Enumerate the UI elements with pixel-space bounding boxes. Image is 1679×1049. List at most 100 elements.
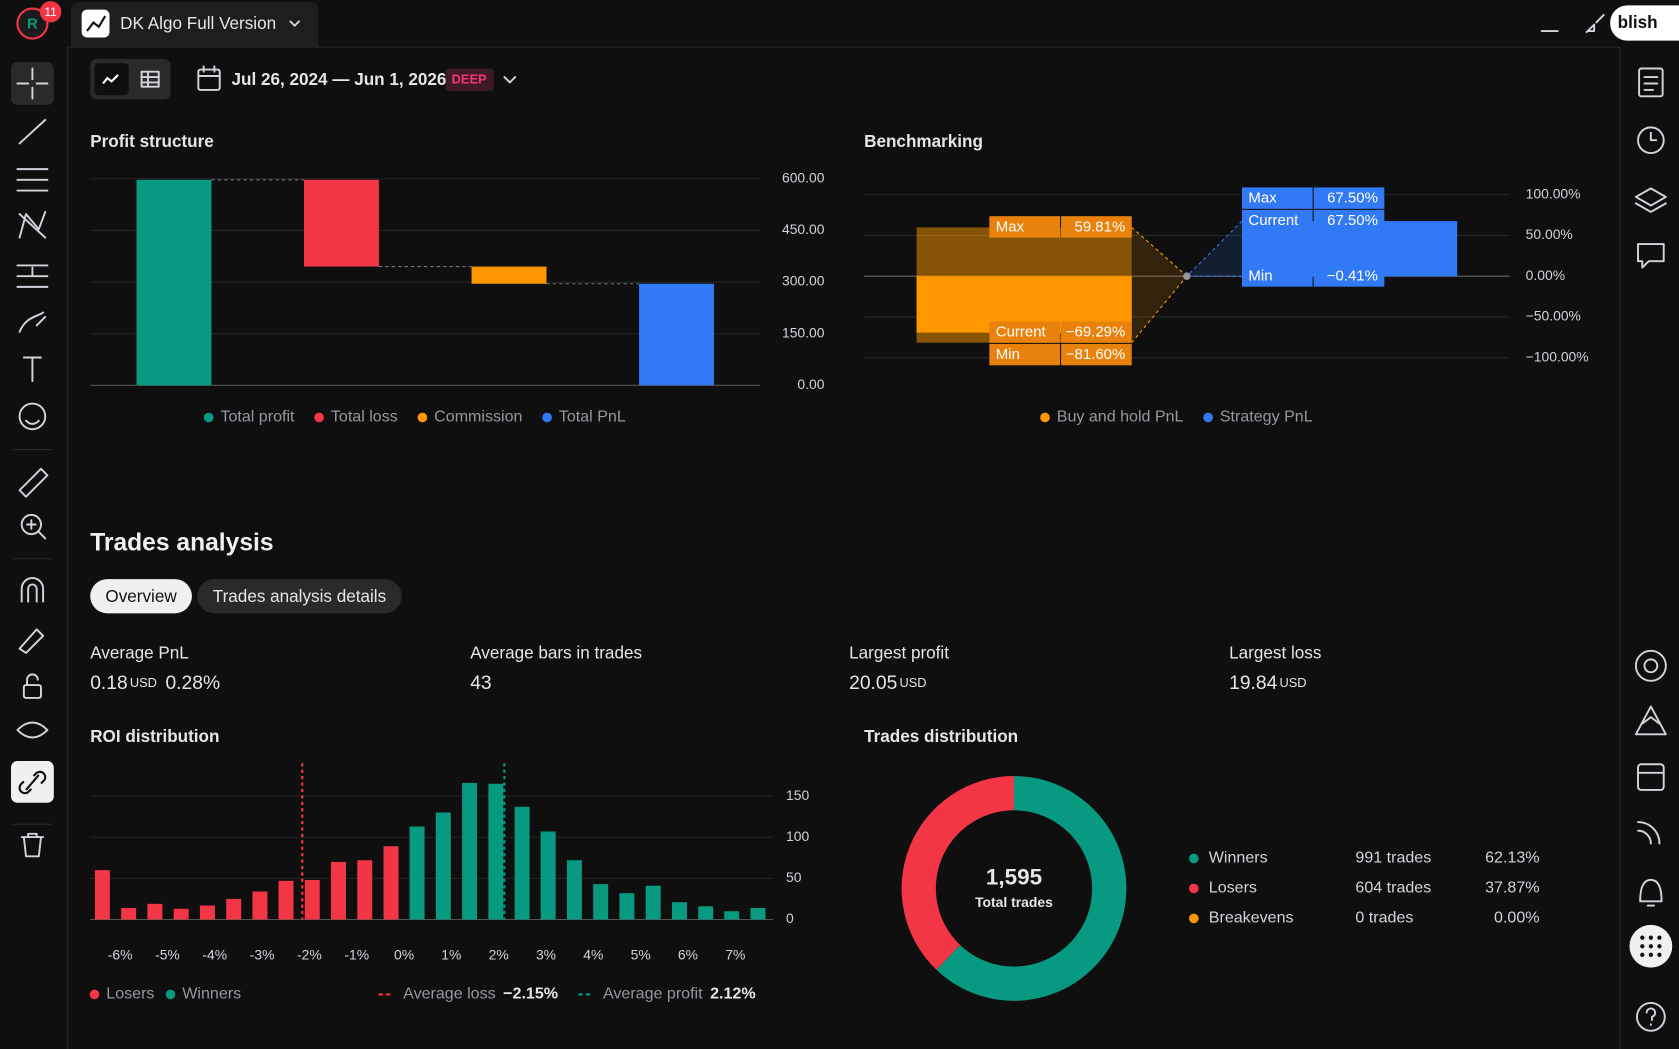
x-tick-label: 5% [631,947,651,963]
emoji-icon[interactable] [18,402,47,431]
pattern-icon[interactable] [18,210,47,239]
legend-label: Losers [1209,879,1257,897]
help-icon[interactable] [1635,1002,1666,1032]
legend-label: Total loss [331,408,398,426]
y-tick-label: 0.00% [1526,267,1565,283]
label-box [989,321,1061,343]
value-label: −81.60% [1066,346,1126,363]
legend-label: Winners [182,985,241,1003]
chart-title: ROI distribution [90,727,219,746]
legend-label: Average loss [403,985,495,1003]
bar [750,907,766,920]
stat-label: Current [996,324,1047,341]
bar [471,266,547,284]
y-tick-label: 50 [786,869,802,885]
y-tick-label: −50.00% [1526,308,1581,324]
y-tick-label: 450.00 [782,221,825,237]
y-tick-label: 0 [786,910,794,926]
bar [645,885,661,920]
feed-icon[interactable] [1637,821,1661,845]
chat-icon[interactable] [1637,243,1665,269]
ideas-icon[interactable] [1634,705,1667,736]
x-tick-label: -3% [250,947,275,963]
chevron[interactable] [289,20,300,27]
legend-label: Average profit [603,985,703,1003]
value-label: −69.29% [1066,324,1126,341]
bar [639,283,714,386]
bar [199,905,215,920]
bar [435,812,451,920]
alert-icon[interactable] [1637,126,1665,155]
left-toolbar [11,62,54,858]
chevron[interactable] [503,76,517,84]
publish-button[interactable] [1610,5,1679,41]
tool-active[interactable] [11,62,54,105]
chart-view-button[interactable] [94,63,129,96]
watchlist-icon[interactable] [1638,67,1664,98]
bar [173,908,189,920]
watchlist-lines [1643,76,1659,91]
brush-icon[interactable] [18,311,47,333]
legend-swatch [1188,853,1199,864]
x-tick-label: 6% [678,947,698,963]
stat-label: Min [996,346,1020,363]
bar [593,884,609,920]
ruler-icon[interactable] [18,467,49,498]
legend-label: Breakevens [1209,909,1294,927]
crosshair-icon[interactable] [16,67,49,100]
trash-icon[interactable] [20,832,45,858]
chart-title: Trades distribution [864,727,1018,746]
text-icon[interactable] [22,356,42,383]
lock-shackle [26,673,39,687]
bar [462,782,478,920]
calendar-icon[interactable] [197,68,221,91]
legend-label: Commission [434,408,522,426]
lock-icon[interactable] [22,684,42,699]
stat-label: Average bars in trades [470,644,642,663]
layers-icon[interactable] [1634,187,1667,213]
bar [357,860,373,920]
legend-label: Winners [1209,849,1268,867]
lock-draw-icon[interactable] [18,628,45,654]
tab-overview[interactable] [90,579,192,614]
donut-slice [936,776,1127,1001]
table-view-lines [140,70,160,88]
legend-value: 991 trades [1355,849,1431,867]
stat-number: 20.05 [849,673,897,694]
line-icon[interactable] [18,118,47,145]
tab[interactable] [70,2,319,48]
center-dot [1183,272,1191,280]
stat-label: Current [1248,212,1299,229]
label-box [989,216,1061,238]
magnet-icon[interactable] [20,577,45,603]
label-box [1061,216,1132,238]
y-tick-label: 150 [786,787,809,803]
bar [94,870,110,920]
legend-label: Buy and hold PnL [1057,408,1184,426]
x-tick-label: -1% [344,947,369,963]
calendar-icon[interactable] [1637,763,1665,791]
stat-label: Largest loss [1229,644,1321,663]
deep-tag [445,68,494,91]
range-link-line [1186,220,1243,277]
eye-icon[interactable] [16,721,49,739]
y-tick-label: 0.00 [797,376,824,392]
collapse[interactable] [1585,14,1605,34]
forecast-icon[interactable] [16,264,49,288]
x-tick-label: -5% [155,947,180,963]
bell-icon[interactable] [1639,878,1663,907]
fib-icon[interactable] [16,168,49,192]
target-icon[interactable] [1634,649,1667,682]
table-view-button[interactable] [140,70,160,88]
legend-swatch [1188,883,1199,894]
zoom-icon[interactable] [20,513,42,536]
logo[interactable] [16,7,49,40]
legend-percent: 62.13% [1485,849,1539,867]
y-tick-label: 600.00 [782,169,825,185]
x-tick-label: -6% [108,947,133,963]
legend-swatch [1203,412,1213,423]
right-toolbar [1629,67,1673,1032]
date-range[interactable]: Jul 26, 2024 — Jun 1, 2026 [232,70,447,89]
tab-details[interactable] [197,579,402,614]
legend-swatch [1188,913,1199,924]
